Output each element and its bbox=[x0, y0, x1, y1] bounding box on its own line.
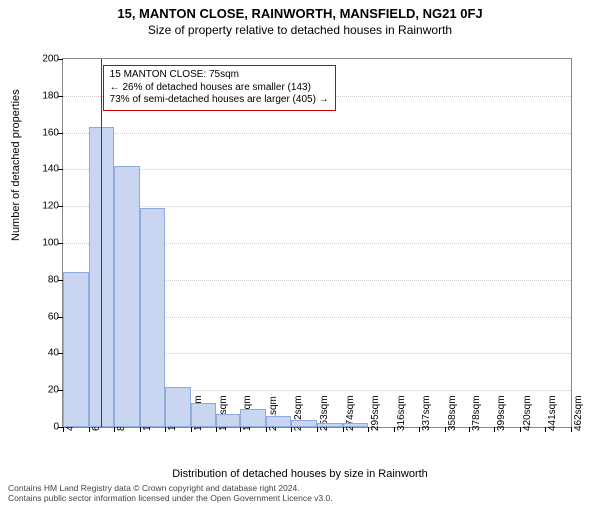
histogram-bar bbox=[240, 409, 266, 427]
callout-line: 73% of semi-detached houses are larger (… bbox=[110, 94, 329, 107]
xtick-mark bbox=[165, 427, 166, 432]
xtick-label: 295sqm bbox=[370, 395, 381, 431]
page-subtitle: Size of property relative to detached ho… bbox=[0, 23, 600, 37]
histogram-bar bbox=[266, 416, 292, 427]
ytick-label: 40 bbox=[48, 348, 59, 359]
histogram-bar bbox=[63, 272, 89, 427]
histogram-bar bbox=[165, 387, 191, 427]
ytick-label: 0 bbox=[53, 422, 59, 433]
histogram-bar bbox=[114, 166, 140, 427]
ytick-label: 120 bbox=[42, 201, 59, 212]
callout-line: ← 26% of detached houses are smaller (14… bbox=[110, 82, 329, 95]
ytick-label: 160 bbox=[42, 127, 59, 138]
xtick-label: 462sqm bbox=[573, 395, 584, 431]
xtick-mark bbox=[469, 427, 470, 432]
page-title: 15, MANTON CLOSE, RAINWORTH, MANSFIELD, … bbox=[0, 6, 600, 21]
xtick-mark bbox=[571, 427, 572, 432]
xtick-label: 337sqm bbox=[421, 395, 432, 431]
xtick-mark bbox=[317, 427, 318, 432]
ytick-label: 80 bbox=[48, 274, 59, 285]
xtick-mark bbox=[191, 427, 192, 432]
xtick-mark bbox=[216, 427, 217, 432]
xtick-mark bbox=[114, 427, 115, 432]
ytick-label: 180 bbox=[42, 90, 59, 101]
ytick-label: 20 bbox=[48, 385, 59, 396]
xtick-label: 358sqm bbox=[447, 395, 458, 431]
y-axis-label: Number of detached properties bbox=[10, 89, 22, 241]
ytick-label: 200 bbox=[42, 54, 59, 65]
xtick-mark bbox=[343, 427, 344, 432]
ytick-label: 60 bbox=[48, 311, 59, 322]
footer-attribution: Contains HM Land Registry data © Crown c… bbox=[8, 484, 333, 504]
gridline bbox=[63, 133, 571, 134]
histogram-bar bbox=[216, 414, 240, 427]
xtick-mark bbox=[394, 427, 395, 432]
marker-callout: 15 MANTON CLOSE: 75sqm ← 26% of detached… bbox=[103, 65, 336, 111]
xtick-mark bbox=[266, 427, 267, 432]
histogram-chart: 02040608010012014016018020044sqm65sqm86s… bbox=[62, 58, 572, 428]
xtick-mark bbox=[368, 427, 369, 432]
xtick-mark bbox=[63, 427, 64, 432]
marker-line bbox=[101, 59, 102, 427]
histogram-bar bbox=[140, 208, 166, 427]
ytick-label: 100 bbox=[42, 238, 59, 249]
histogram-bar bbox=[317, 423, 343, 427]
histogram-bar bbox=[343, 423, 369, 427]
xtick-mark bbox=[140, 427, 141, 432]
callout-line: 15 MANTON CLOSE: 75sqm bbox=[110, 69, 329, 82]
xtick-mark bbox=[419, 427, 420, 432]
xtick-mark bbox=[445, 427, 446, 432]
xtick-mark bbox=[520, 427, 521, 432]
xtick-label: 420sqm bbox=[522, 395, 533, 431]
footer-line: Contains public sector information licen… bbox=[8, 494, 333, 504]
xtick-label: 316sqm bbox=[396, 395, 407, 431]
xtick-label: 441sqm bbox=[547, 395, 558, 431]
x-axis-label: Distribution of detached houses by size … bbox=[0, 468, 600, 480]
histogram-bar bbox=[191, 403, 217, 427]
xtick-label: 399sqm bbox=[496, 395, 507, 431]
histogram-bar bbox=[291, 420, 317, 427]
xtick-label: 378sqm bbox=[471, 395, 482, 431]
ytick-label: 140 bbox=[42, 164, 59, 175]
xtick-mark bbox=[89, 427, 90, 432]
